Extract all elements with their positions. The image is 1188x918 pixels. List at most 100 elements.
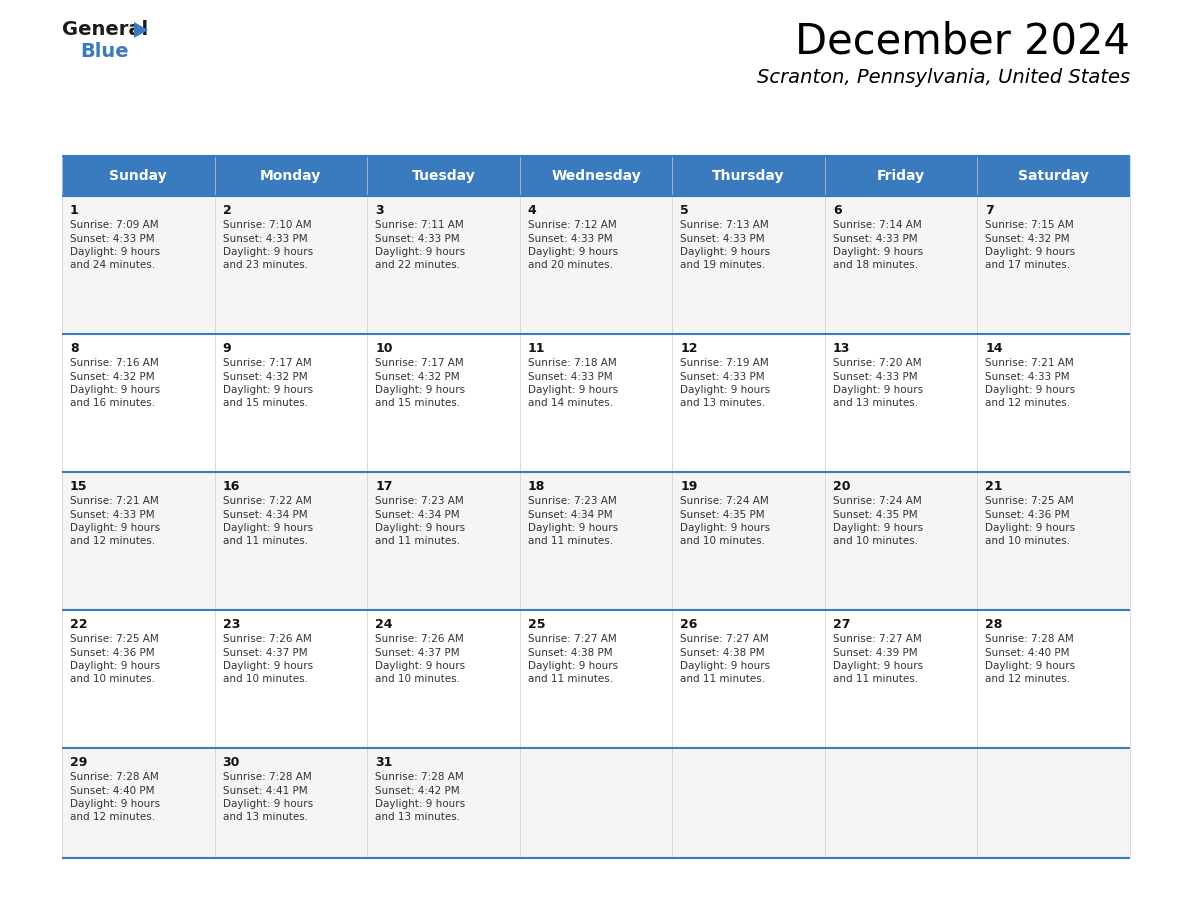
Text: Daylight: 9 hours: Daylight: 9 hours bbox=[681, 661, 770, 671]
Text: Sunset: 4:33 PM: Sunset: 4:33 PM bbox=[833, 233, 917, 243]
Bar bbox=[215, 748, 367, 858]
Text: Daylight: 9 hours: Daylight: 9 hours bbox=[527, 247, 618, 257]
Bar bbox=[367, 610, 519, 748]
Text: 12: 12 bbox=[681, 342, 697, 355]
Bar bbox=[824, 156, 978, 196]
Bar bbox=[519, 196, 672, 334]
Text: Sunrise: 7:27 AM: Sunrise: 7:27 AM bbox=[681, 634, 769, 644]
Polygon shape bbox=[134, 22, 148, 38]
Text: Sunset: 4:33 PM: Sunset: 4:33 PM bbox=[375, 233, 460, 243]
Bar bbox=[824, 748, 978, 858]
Text: Sunset: 4:40 PM: Sunset: 4:40 PM bbox=[985, 647, 1070, 657]
Text: Monday: Monday bbox=[260, 169, 322, 183]
Text: 13: 13 bbox=[833, 342, 851, 355]
Text: and 20 minutes.: and 20 minutes. bbox=[527, 261, 613, 271]
Text: and 23 minutes.: and 23 minutes. bbox=[222, 261, 308, 271]
Text: Sunrise: 7:28 AM: Sunrise: 7:28 AM bbox=[375, 772, 463, 782]
Text: Sunrise: 7:28 AM: Sunrise: 7:28 AM bbox=[70, 772, 159, 782]
Text: Sunrise: 7:25 AM: Sunrise: 7:25 AM bbox=[70, 634, 159, 644]
Text: Sunset: 4:37 PM: Sunset: 4:37 PM bbox=[222, 647, 308, 657]
Text: 19: 19 bbox=[681, 480, 697, 493]
Text: Daylight: 9 hours: Daylight: 9 hours bbox=[375, 661, 466, 671]
Text: Daylight: 9 hours: Daylight: 9 hours bbox=[222, 523, 312, 533]
Text: Scranton, Pennsylvania, United States: Scranton, Pennsylvania, United States bbox=[757, 68, 1130, 87]
Text: Sunset: 4:34 PM: Sunset: 4:34 PM bbox=[222, 509, 308, 520]
Text: Daylight: 9 hours: Daylight: 9 hours bbox=[70, 247, 160, 257]
Text: Daylight: 9 hours: Daylight: 9 hours bbox=[375, 247, 466, 257]
Text: and 11 minutes.: and 11 minutes. bbox=[681, 675, 765, 685]
Text: and 10 minutes.: and 10 minutes. bbox=[222, 675, 308, 685]
Text: Sunrise: 7:25 AM: Sunrise: 7:25 AM bbox=[985, 496, 1074, 506]
Text: 30: 30 bbox=[222, 756, 240, 769]
Text: and 12 minutes.: and 12 minutes. bbox=[985, 398, 1070, 409]
Text: Sunrise: 7:17 AM: Sunrise: 7:17 AM bbox=[222, 358, 311, 368]
Text: Sunset: 4:41 PM: Sunset: 4:41 PM bbox=[222, 786, 308, 796]
Text: Sunset: 4:35 PM: Sunset: 4:35 PM bbox=[833, 509, 917, 520]
Text: 8: 8 bbox=[70, 342, 78, 355]
Bar bbox=[215, 156, 367, 196]
Text: Daylight: 9 hours: Daylight: 9 hours bbox=[375, 385, 466, 395]
Bar bbox=[367, 472, 519, 610]
Bar bbox=[978, 334, 1130, 472]
Text: and 11 minutes.: and 11 minutes. bbox=[527, 675, 613, 685]
Text: Blue: Blue bbox=[80, 42, 128, 61]
Text: and 15 minutes.: and 15 minutes. bbox=[222, 398, 308, 409]
Bar bbox=[367, 334, 519, 472]
Text: and 10 minutes.: and 10 minutes. bbox=[833, 536, 918, 546]
Text: Sunset: 4:33 PM: Sunset: 4:33 PM bbox=[985, 372, 1070, 382]
Text: Daylight: 9 hours: Daylight: 9 hours bbox=[985, 523, 1075, 533]
Text: Sunday: Sunday bbox=[109, 169, 168, 183]
Text: Daylight: 9 hours: Daylight: 9 hours bbox=[985, 661, 1075, 671]
Text: and 13 minutes.: and 13 minutes. bbox=[833, 398, 918, 409]
Bar bbox=[519, 334, 672, 472]
Text: Sunset: 4:34 PM: Sunset: 4:34 PM bbox=[375, 509, 460, 520]
Text: Daylight: 9 hours: Daylight: 9 hours bbox=[70, 523, 160, 533]
Text: Sunrise: 7:28 AM: Sunrise: 7:28 AM bbox=[222, 772, 311, 782]
Text: 31: 31 bbox=[375, 756, 392, 769]
Text: and 16 minutes.: and 16 minutes. bbox=[70, 398, 156, 409]
Text: Daylight: 9 hours: Daylight: 9 hours bbox=[527, 523, 618, 533]
Text: Sunset: 4:34 PM: Sunset: 4:34 PM bbox=[527, 509, 612, 520]
Bar bbox=[519, 748, 672, 858]
Bar bbox=[215, 334, 367, 472]
Bar bbox=[824, 334, 978, 472]
Text: 4: 4 bbox=[527, 204, 537, 217]
Text: Sunset: 4:32 PM: Sunset: 4:32 PM bbox=[985, 233, 1070, 243]
Bar bbox=[367, 748, 519, 858]
Text: Sunset: 4:32 PM: Sunset: 4:32 PM bbox=[375, 372, 460, 382]
Text: 24: 24 bbox=[375, 618, 393, 631]
Text: Sunset: 4:38 PM: Sunset: 4:38 PM bbox=[681, 647, 765, 657]
Text: and 13 minutes.: and 13 minutes. bbox=[222, 812, 308, 823]
Text: Daylight: 9 hours: Daylight: 9 hours bbox=[681, 385, 770, 395]
Text: Sunset: 4:33 PM: Sunset: 4:33 PM bbox=[681, 233, 765, 243]
Bar bbox=[672, 472, 824, 610]
Text: and 10 minutes.: and 10 minutes. bbox=[985, 536, 1070, 546]
Text: 17: 17 bbox=[375, 480, 393, 493]
Text: Sunrise: 7:27 AM: Sunrise: 7:27 AM bbox=[527, 634, 617, 644]
Bar bbox=[824, 472, 978, 610]
Text: and 13 minutes.: and 13 minutes. bbox=[681, 398, 765, 409]
Text: Sunset: 4:36 PM: Sunset: 4:36 PM bbox=[70, 647, 154, 657]
Text: 26: 26 bbox=[681, 618, 697, 631]
Text: Sunset: 4:40 PM: Sunset: 4:40 PM bbox=[70, 786, 154, 796]
Text: Daylight: 9 hours: Daylight: 9 hours bbox=[833, 661, 923, 671]
Text: 29: 29 bbox=[70, 756, 88, 769]
Bar bbox=[62, 196, 215, 334]
Text: Sunrise: 7:24 AM: Sunrise: 7:24 AM bbox=[833, 496, 922, 506]
Text: Sunrise: 7:21 AM: Sunrise: 7:21 AM bbox=[70, 496, 159, 506]
Bar bbox=[367, 156, 519, 196]
Text: 23: 23 bbox=[222, 618, 240, 631]
Text: Sunrise: 7:26 AM: Sunrise: 7:26 AM bbox=[375, 634, 463, 644]
Bar bbox=[519, 156, 672, 196]
Text: Sunrise: 7:20 AM: Sunrise: 7:20 AM bbox=[833, 358, 922, 368]
Text: 14: 14 bbox=[985, 342, 1003, 355]
Text: and 22 minutes.: and 22 minutes. bbox=[375, 261, 460, 271]
Text: and 11 minutes.: and 11 minutes. bbox=[833, 675, 918, 685]
Text: Sunrise: 7:28 AM: Sunrise: 7:28 AM bbox=[985, 634, 1074, 644]
Text: Sunset: 4:35 PM: Sunset: 4:35 PM bbox=[681, 509, 765, 520]
Text: 20: 20 bbox=[833, 480, 851, 493]
Text: Sunset: 4:37 PM: Sunset: 4:37 PM bbox=[375, 647, 460, 657]
Text: 28: 28 bbox=[985, 618, 1003, 631]
Bar bbox=[672, 748, 824, 858]
Text: 16: 16 bbox=[222, 480, 240, 493]
